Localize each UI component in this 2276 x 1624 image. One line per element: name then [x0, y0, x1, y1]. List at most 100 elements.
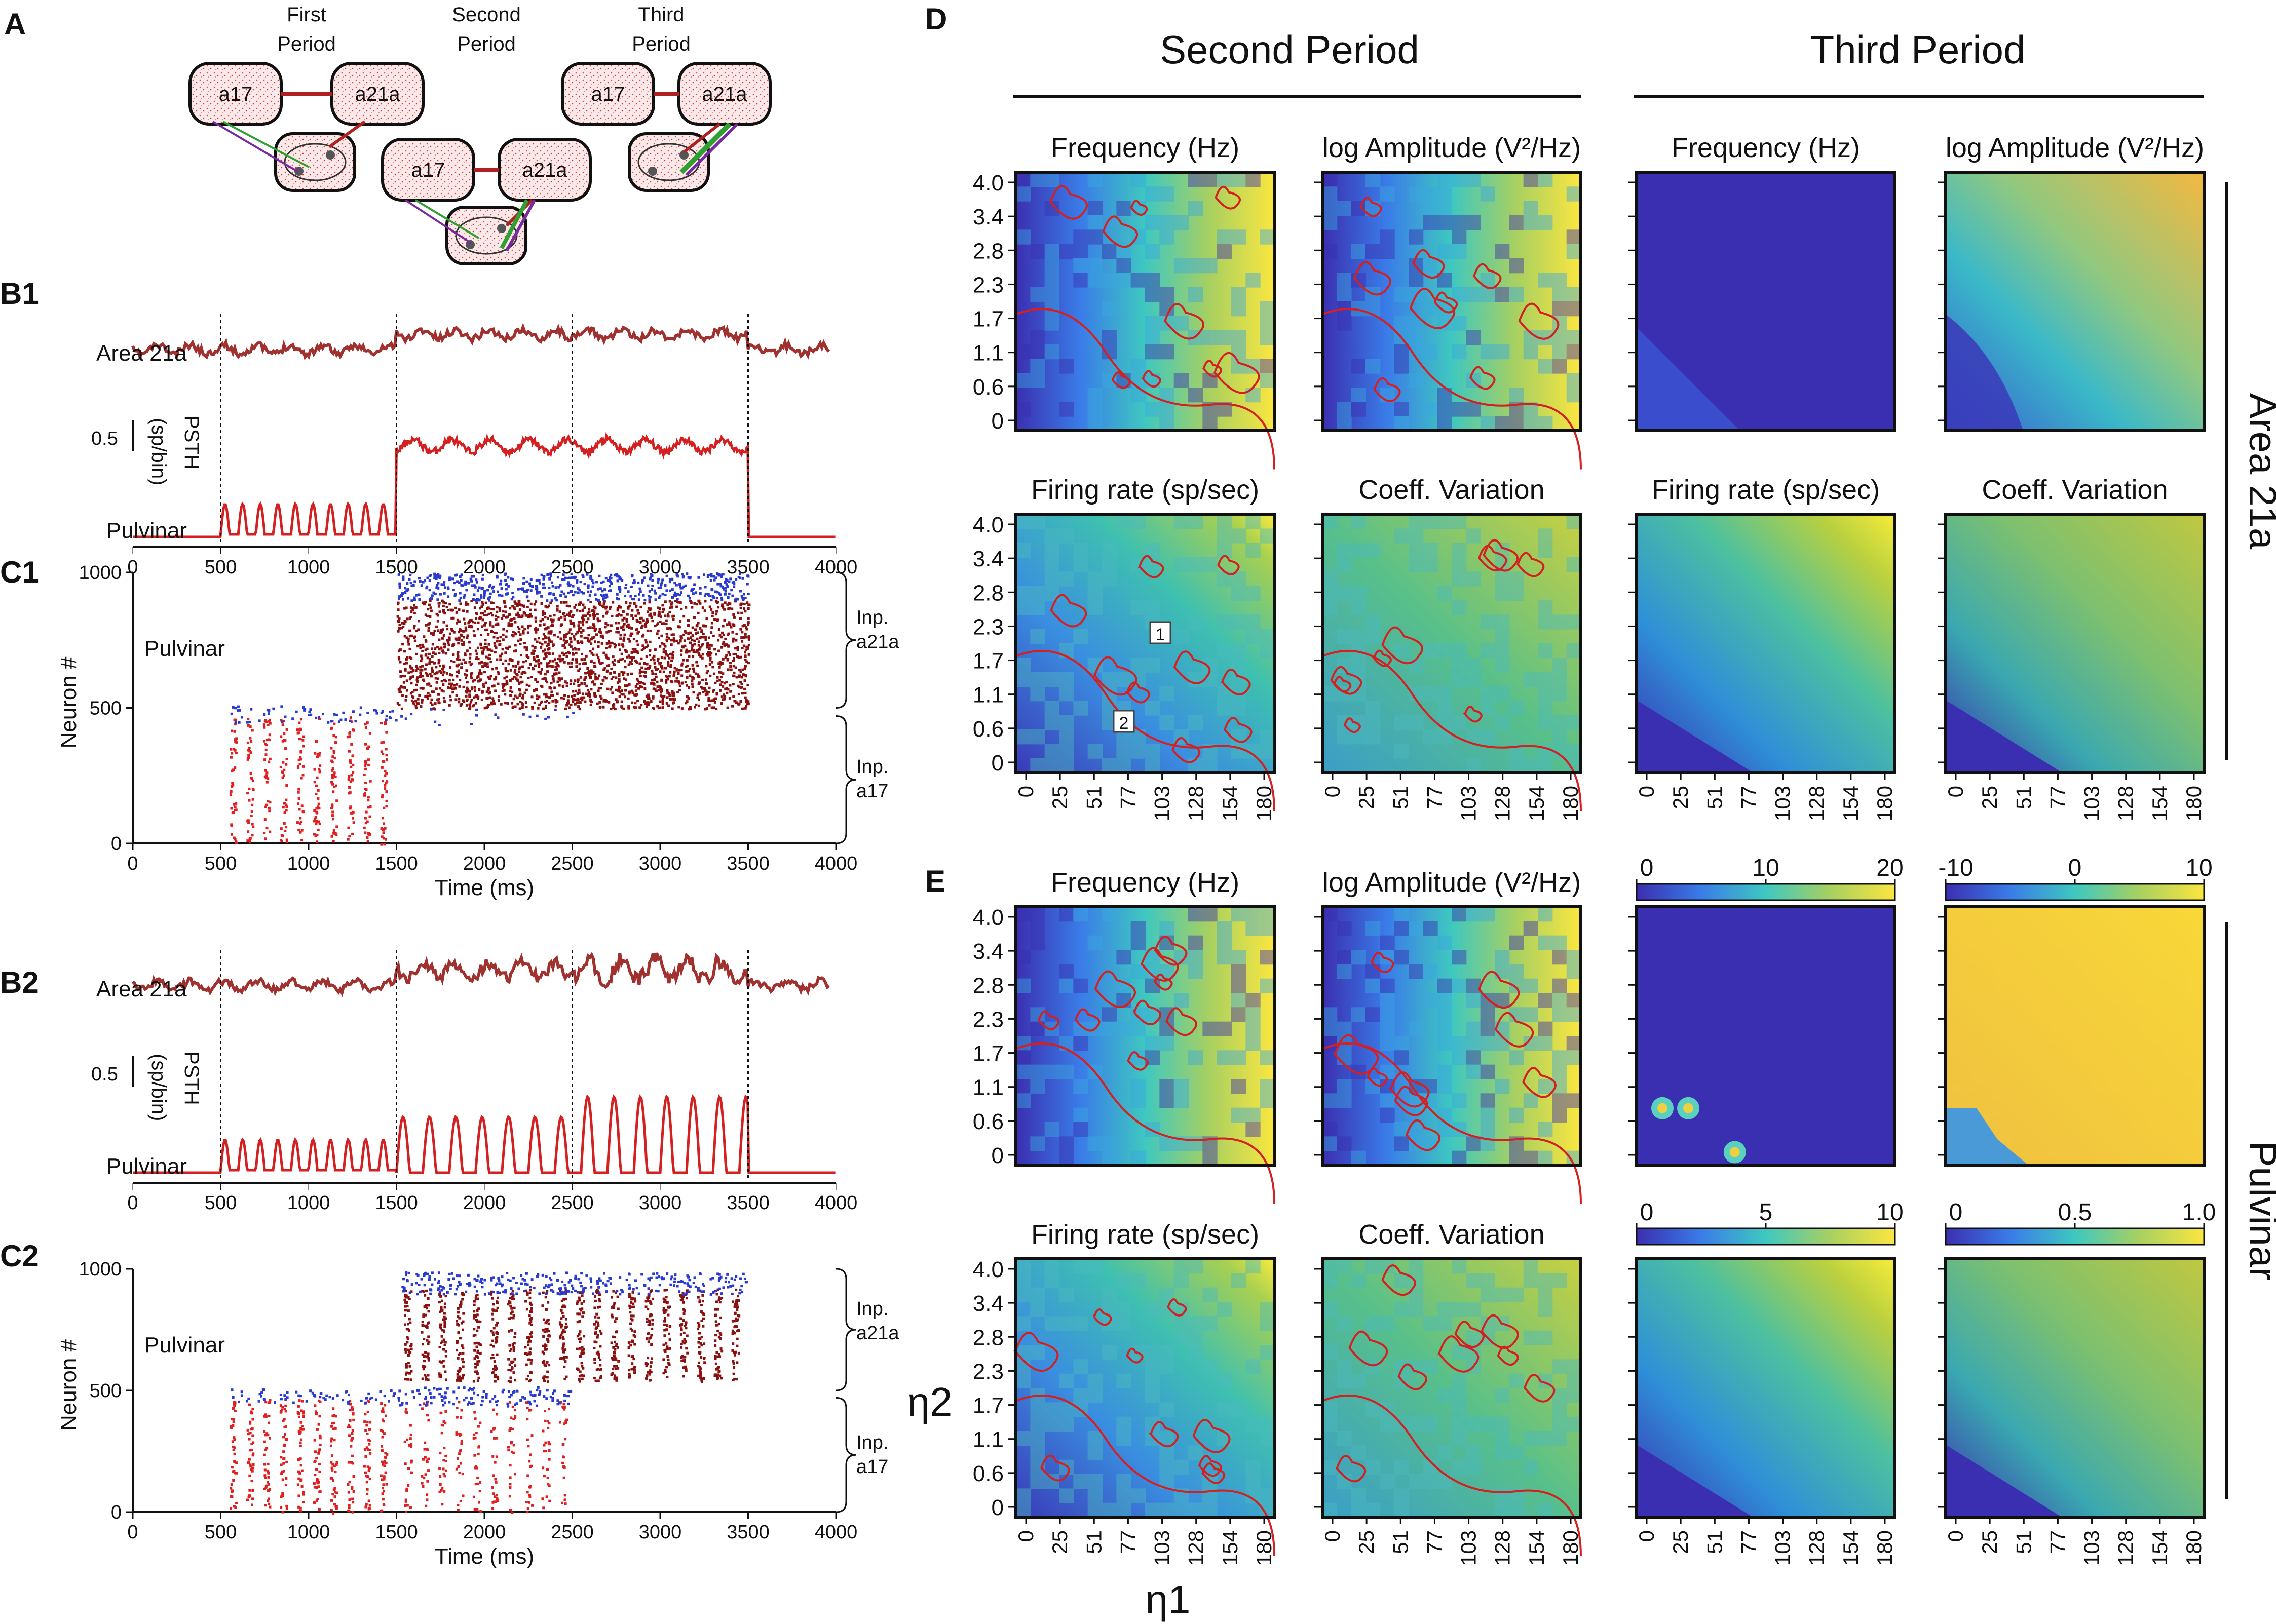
x-tick-label: 3000: [639, 853, 682, 874]
x-tick-label: 180: [1559, 1530, 1582, 1566]
x-tick-label: 180: [1252, 1530, 1276, 1566]
heatmap: [1322, 1259, 1581, 1517]
y-axis-label: Neuron #: [56, 656, 81, 749]
x-tick-label: 2500: [551, 1192, 594, 1214]
colorbar: [1636, 1227, 1896, 1246]
heatmap-frame: [1014, 171, 1276, 432]
colorbar-tick: 10: [2185, 855, 2212, 881]
heatmap-frame: [1635, 905, 1896, 1167]
psth-units: (sp/bin): [147, 418, 170, 485]
y-tick-label: 2.3: [973, 1359, 1004, 1384]
x-tick-label: 103: [1457, 1530, 1481, 1566]
x-tick-label: 103: [2080, 1530, 2104, 1566]
neuron-dot: [497, 224, 506, 233]
y-tick-label: 0: [992, 409, 1004, 434]
side-label-area21a: Area 21a: [2241, 393, 2276, 550]
y-tick-label: 4.0: [973, 1257, 1004, 1282]
x-tick-label: 1000: [287, 1192, 330, 1214]
input-label: a21a: [856, 1323, 899, 1344]
heatmap-title: Firing rate (sp/sec): [1031, 475, 1259, 505]
x-tick-label: 51: [1388, 786, 1412, 809]
x-tick-label: 180: [1873, 786, 1896, 821]
input-label: Inp.: [856, 607, 888, 629]
neuron-dot: [679, 150, 689, 160]
x-tick-label: 77: [1422, 786, 1446, 809]
input-label: Inp.: [856, 1298, 888, 1320]
raster-region-label: Pulvinar: [144, 1333, 225, 1358]
marker-label: 1: [1156, 625, 1165, 644]
x-tick-label: 25: [1354, 786, 1378, 809]
marker-box: [1113, 710, 1135, 733]
x-tick-label: 500: [205, 853, 237, 874]
section-header: Third Period: [1810, 27, 2026, 72]
spike-dots: [229, 572, 751, 846]
x-tick-label: 103: [1150, 786, 1174, 821]
y-tick-label: 1.7: [973, 307, 1004, 332]
x-tick-label: 1000: [287, 853, 330, 874]
heatmap-texture: [1322, 514, 1581, 773]
heatmap-spot: [1683, 1103, 1693, 1113]
heatmap-frame: [1014, 513, 1276, 774]
y-tick-label: 2.8: [973, 581, 1004, 605]
heatmap-frame: [1944, 1257, 2206, 1519]
heatmap-title: Coeff. Variation: [1358, 475, 1544, 505]
heatmap-title: Firing rate (sp/sec): [1031, 1219, 1259, 1250]
x-tick-label: 25: [1048, 1530, 1072, 1554]
x-tick-label: 1000: [287, 1522, 330, 1543]
y-tick-label: 1.1: [973, 1427, 1004, 1452]
heatmap: [1322, 907, 1581, 1165]
panel-letter-B2: B2: [0, 965, 39, 999]
y-tick-label: 3.4: [973, 939, 1004, 964]
period-label: Period: [632, 33, 691, 55]
x-tick-label: 77: [1116, 1530, 1140, 1554]
pulvinar-ellipse: [284, 143, 347, 181]
connection-line: [404, 199, 472, 244]
panel-letter-C1: C1: [0, 555, 39, 589]
brace: [836, 715, 857, 844]
input-label: a17: [856, 1456, 888, 1478]
connection-line: [505, 199, 536, 252]
y-tick-label: 1000: [79, 562, 122, 584]
period-label: First: [287, 4, 326, 26]
colorbar-tick: 5: [1759, 1199, 1773, 1226]
heatmap: [1016, 907, 1274, 1165]
input-label: Inp.: [856, 756, 888, 778]
heatmap-title: log Amplitude (V²/Hz): [1322, 867, 1581, 898]
y-tick-label: 1.1: [973, 683, 1004, 708]
y-tick-label: 0: [992, 1143, 1004, 1168]
y-tick-label: 1.7: [973, 1394, 1004, 1418]
y-tick-label: 2.3: [973, 1007, 1004, 1032]
period-label: Third: [638, 4, 684, 26]
x-tick-label: 2000: [463, 557, 506, 578]
x-tick-label: 77: [1736, 1530, 1760, 1554]
y-tick-label: 3.4: [973, 205, 1004, 229]
scale-value: 0.5: [91, 428, 118, 449]
x-tick-label: 103: [1150, 1530, 1174, 1566]
area21a-trace: [132, 951, 830, 997]
connection-line: [328, 120, 366, 148]
area-label: a21a: [355, 83, 401, 105]
x-tick-label: 0: [1635, 1530, 1658, 1542]
y-tick-label: 4.0: [973, 171, 1004, 196]
contour-lines: [1015, 555, 1275, 811]
x-tick-label: 128: [1805, 786, 1829, 821]
x-tick-label: 25: [1048, 786, 1072, 809]
x-tick-label: 0: [127, 853, 138, 874]
heatmap-frame: [1635, 171, 1896, 432]
neuron-dot: [466, 240, 475, 249]
period-label: Period: [277, 33, 336, 55]
eta1-label: η1: [1146, 1577, 1191, 1622]
y-axis-label: Neuron #: [56, 1339, 81, 1431]
x-tick-label: 3500: [727, 1192, 770, 1214]
pulvinar-trace: [133, 1094, 836, 1174]
neuron-dot: [648, 167, 657, 176]
x-tick-label: 51: [1702, 786, 1726, 809]
x-tick-label: 0: [1014, 1530, 1038, 1542]
x-tick-label: 25: [1978, 786, 2001, 809]
neuron-dot: [326, 150, 335, 160]
x-tick-label: 51: [2012, 786, 2035, 809]
heatmap: [1016, 1259, 1274, 1517]
area-label: a17: [219, 83, 253, 105]
y-tick-label: 2.8: [973, 239, 1004, 263]
y-tick-label: 0: [111, 833, 122, 855]
